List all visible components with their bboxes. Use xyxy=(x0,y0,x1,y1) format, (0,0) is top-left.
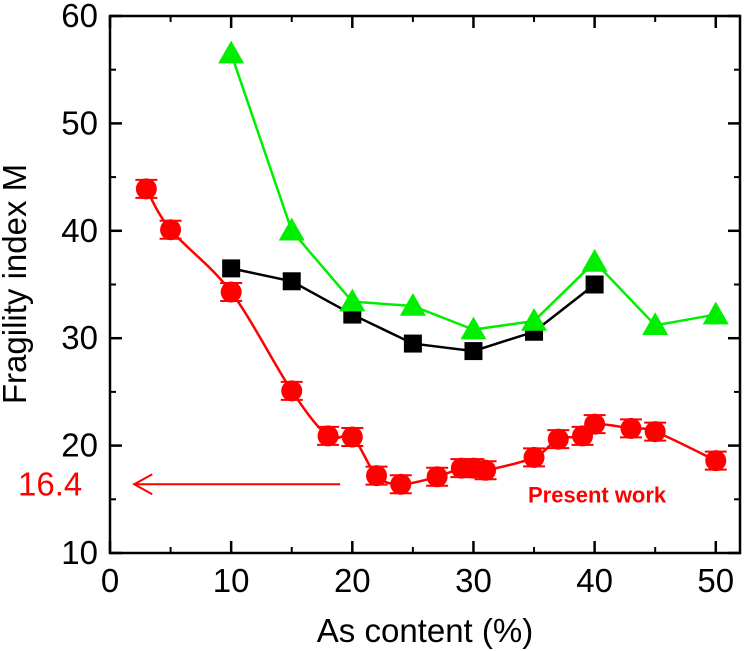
y-axis-label: Fragility index M xyxy=(0,164,33,404)
annotation-present-work: Present work xyxy=(528,482,667,507)
annotation-value-label: 16.4 xyxy=(18,465,82,502)
data-point-triangle xyxy=(278,217,305,241)
plot-frame xyxy=(108,14,742,555)
data-point-circle xyxy=(341,426,363,448)
x-axis-label: As content (%) xyxy=(317,612,533,649)
data-point-circle xyxy=(281,380,303,402)
data-point-triangle xyxy=(642,312,669,336)
data-point-circle xyxy=(390,473,412,495)
series-line-circle xyxy=(145,188,717,486)
data-point-triangle xyxy=(399,292,426,316)
x-tick-label: 20 xyxy=(334,562,371,599)
data-point-square xyxy=(464,342,483,361)
data-point-circle xyxy=(475,459,497,481)
y-tick-label: 40 xyxy=(61,212,98,249)
data-point-square xyxy=(222,259,241,278)
y-tick-label: 50 xyxy=(61,104,98,141)
data-point-circle xyxy=(160,219,182,241)
data-point-square xyxy=(403,334,422,353)
data-point-circle xyxy=(705,450,727,472)
x-tick-label: 30 xyxy=(455,562,492,599)
data-point-circle xyxy=(220,281,242,303)
y-tick-label: 30 xyxy=(61,319,98,356)
data-point-circle xyxy=(620,417,642,439)
x-tick-label: 10 xyxy=(213,562,250,599)
y-tick-label: 60 xyxy=(61,0,98,34)
data-point-triangle xyxy=(218,40,245,64)
data-point-circle xyxy=(366,465,388,487)
series-markers xyxy=(135,40,729,495)
data-point-circle xyxy=(426,466,448,488)
data-point-triangle xyxy=(581,248,608,272)
y-tick-label: 20 xyxy=(61,427,98,464)
data-point-circle xyxy=(317,425,339,447)
x-tick-label: 50 xyxy=(697,562,734,599)
y-tick-label: 10 xyxy=(61,534,98,571)
data-point-circle xyxy=(523,446,545,468)
data-point-circle xyxy=(547,428,569,450)
data-point-triangle xyxy=(702,301,729,325)
data-point-circle xyxy=(135,178,157,200)
error-bars xyxy=(135,178,727,495)
data-point-square xyxy=(585,275,604,294)
x-tick-label: 0 xyxy=(101,562,119,599)
data-point-triangle xyxy=(339,288,366,312)
data-point-circle xyxy=(584,413,606,435)
data-point-triangle xyxy=(521,308,548,331)
x-tick-label: 40 xyxy=(576,562,613,599)
annotation-group: 16.4 Present work xyxy=(18,465,667,507)
data-point-square xyxy=(282,272,301,291)
data-point-triangle xyxy=(460,316,487,340)
data-point-circle xyxy=(644,421,666,443)
annotation-arrow-head xyxy=(132,473,153,496)
